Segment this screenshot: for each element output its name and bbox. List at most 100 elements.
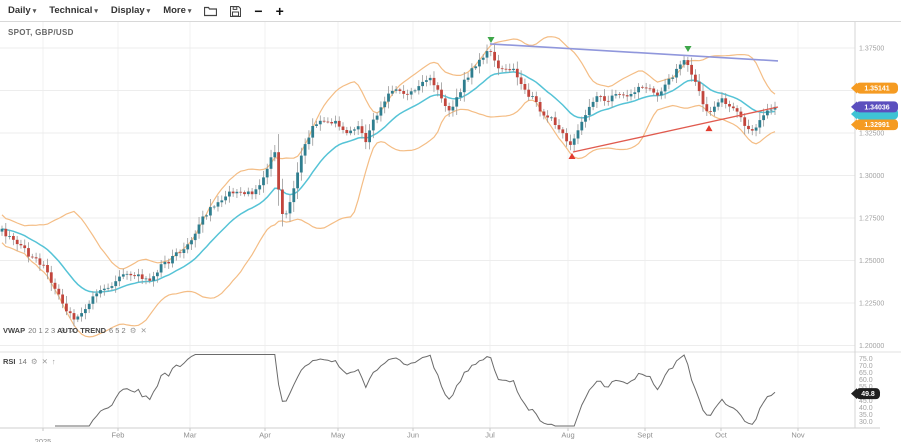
candle-body [705,104,709,112]
rsi-indicator-label: RSI 14 ⚙ ✕ ↑ [3,357,56,366]
candle-body [394,89,398,91]
menu-display[interactable]: Display ▾ [111,5,150,16]
candle-body [739,111,743,118]
menu-more[interactable]: More ▾ [163,5,191,16]
candle-body [546,115,549,118]
symbol-label: SPOT, GBP/USD [8,28,74,37]
candle-body [34,257,38,259]
rsi-collapse-icon[interactable]: ↑ [51,357,56,366]
candle-body [174,252,178,257]
candle-body [417,86,421,91]
price-badge-last-price-text: 1.34036 [864,104,889,111]
candle-body [686,60,690,65]
trough-marker[interactable] [568,152,576,159]
auto-trend-remove-icon[interactable]: ✕ [140,326,147,335]
rsi-settings-icon[interactable]: ⚙ [30,357,38,366]
candle-body [390,90,394,94]
candle-body [618,94,621,95]
candle-body [15,239,19,245]
rsi-axis-label: 40.0 [859,405,873,412]
candle-body [447,106,451,111]
zoom-in-button[interactable]: + [275,2,284,19]
candle-body [644,87,648,89]
candle-body [413,90,417,92]
price-badge-last-price-tip [851,101,857,113]
candle-body [542,111,546,116]
price-badge-band-upper-pill [856,82,898,94]
open-folder-icon[interactable] [204,6,218,17]
candle-body [72,313,76,320]
candle-body [326,121,330,123]
candle-body [383,101,387,108]
rsi-value-badge-pill [856,388,880,400]
price-badge-band-upper [851,82,898,94]
candle-body [724,98,728,104]
price-badge-band-upper-text: 1.35141 [864,86,889,93]
rsi-line[interactable] [55,354,776,427]
candle-body [144,278,148,280]
candle-body [694,74,697,82]
vwap-line[interactable] [1,71,776,293]
candle-body [758,120,762,128]
menu-technical[interactable]: Technical ▾ [49,5,98,16]
candle-body [110,286,114,288]
auto-trend-settings-icon[interactable]: ⚙ [129,326,137,335]
candle-body [330,122,334,124]
save-icon[interactable] [230,5,242,17]
candle-body [360,126,364,134]
zoom-out-button[interactable]: − [254,2,263,19]
candle-body [205,215,208,217]
price-badge-last-price [851,101,898,113]
candle-body [451,106,455,111]
menu-timeframe[interactable]: Daily ▾ [8,5,36,16]
candle-body [137,274,140,277]
candle-body [481,57,485,60]
candle-body [425,80,428,82]
auto-trend-name: AUTO TREND [57,326,107,335]
candle-body [675,68,678,78]
candle-body [152,276,155,281]
bollinger-lower-band[interactable] [1,99,776,338]
candle-body [68,311,72,314]
candle-body [603,96,606,101]
candle-body [156,272,159,277]
candle-body [637,86,640,93]
candle-body [337,120,341,127]
candle-body [375,115,379,120]
resistance-trendline[interactable] [489,43,779,62]
caret-down-icon: ▾ [146,8,151,15]
menu-more-label: More [163,5,186,16]
candle-body [565,133,568,142]
peak-marker[interactable] [487,37,495,44]
trough-marker[interactable] [705,125,713,132]
candle-body [682,60,686,65]
candle-body [569,141,572,145]
candle-body [246,191,250,195]
candle-body [731,106,735,109]
support-trendline[interactable] [572,106,779,153]
candle-body [209,207,212,216]
peak-marker[interactable] [684,46,692,53]
candle-body [667,78,671,85]
candle-body [766,110,769,116]
candle-body [572,138,576,145]
candle-body [114,281,118,287]
candle-body [716,102,720,107]
candle-body [49,272,53,283]
candle-body [697,81,701,92]
candle-body [102,288,106,291]
candle-body [497,60,500,69]
candle-body [580,121,584,131]
candle-body [190,240,193,245]
candle-body [633,92,637,94]
candle-body [595,96,599,102]
rsi-remove-icon[interactable]: ✕ [41,357,48,366]
candle-body [614,94,618,96]
vwap-remove-icon[interactable]: ✕ [69,326,77,335]
candle-body [345,130,349,134]
rsi-axis-label: 55.0 [859,384,873,391]
vwap-settings-icon[interactable]: ⚙ [59,326,66,335]
candle-body [538,102,542,112]
candle-body [398,89,402,91]
